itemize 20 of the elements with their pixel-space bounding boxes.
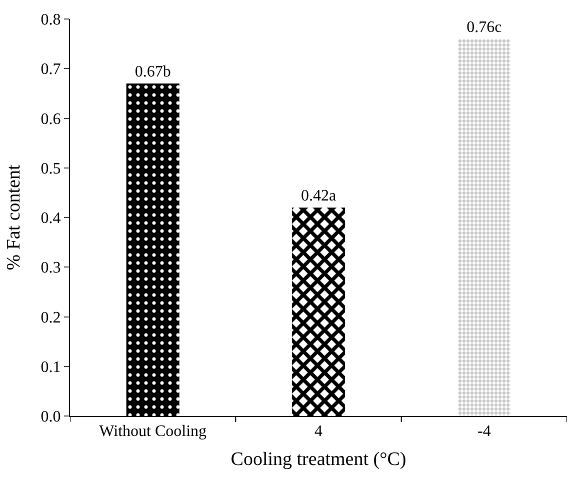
- bar: [126, 84, 180, 416]
- x-axis-title: Cooling treatment (°C): [230, 449, 406, 470]
- data-label: 0.67b: [134, 64, 171, 81]
- y-tick-label: 0.7: [40, 61, 61, 78]
- y-tick-label: 0.0: [40, 408, 61, 426]
- y-tick-label: 0.8: [40, 12, 61, 29]
- y-tick-label: 0.4: [40, 210, 61, 228]
- y-tick-label: 0.3: [40, 260, 61, 277]
- data-label: 0.76c: [466, 18, 502, 36]
- x-tick-label: -4: [478, 423, 491, 440]
- y-tick-label: 0.5: [40, 160, 61, 178]
- y-tick-label: 0.6: [40, 110, 61, 128]
- y-tick-label: 0.1: [40, 358, 61, 376]
- x-tick-label: 4: [314, 423, 322, 440]
- y-axis-title: % Fat content: [4, 164, 25, 270]
- y-tick-label: 0.2: [40, 309, 61, 326]
- bar: [292, 208, 346, 416]
- data-label: 0.42a: [300, 188, 336, 205]
- x-tick-label: Without Cooling: [99, 423, 207, 440]
- bar: [458, 38, 511, 416]
